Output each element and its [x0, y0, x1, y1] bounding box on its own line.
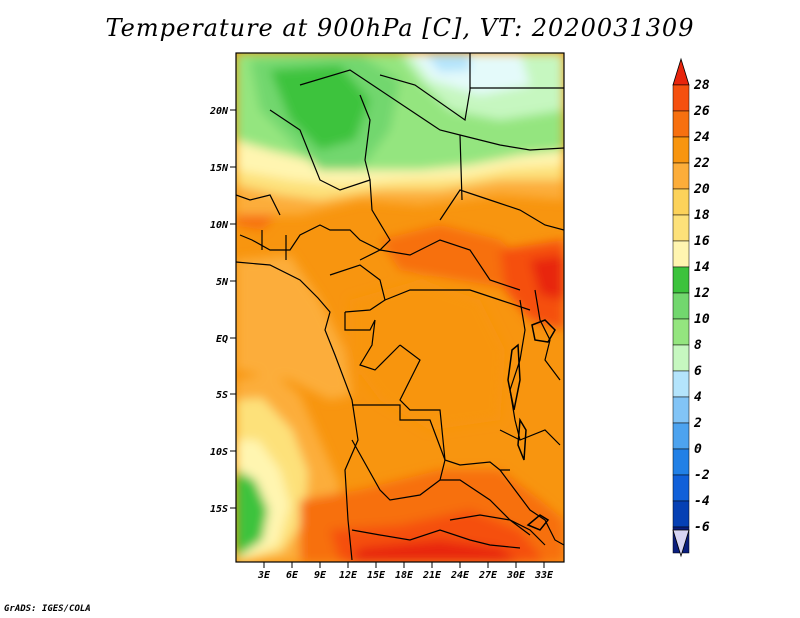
colorbar-label: 18: [694, 208, 710, 223]
colorbar-bin: [672, 370, 690, 398]
colorbar-bin: [672, 110, 690, 138]
colorbar-label: 14: [694, 260, 710, 275]
colorbar-bin: [672, 396, 690, 424]
colorbar-bin: [672, 214, 690, 242]
colorbar-bin: [672, 240, 690, 268]
temperature-field: [236, 53, 564, 562]
lon-tick-label: 18E: [395, 570, 414, 581]
lat-axis: 20N 15N 10N 5N EQ 5S 10S 15S: [209, 106, 236, 515]
lon-tick-label: 9E: [314, 570, 327, 581]
colorbar-bin: [672, 422, 690, 450]
lat-tick-label: 15N: [210, 163, 229, 174]
lat-tick-label: 10N: [210, 220, 229, 231]
lon-tick-label: 3E: [257, 570, 271, 581]
colorbar-label: 0: [694, 442, 702, 457]
colorbar-bin: [672, 136, 690, 164]
colorbar-label: 20: [693, 182, 710, 197]
colorbar-bin: [672, 162, 690, 190]
colorbar-label: 26: [693, 104, 710, 119]
lat-tick-label: 10S: [210, 447, 228, 458]
colorbar-label: 4: [694, 390, 702, 405]
lon-tick-label: 21E: [422, 570, 442, 581]
colorbar-bin: [672, 344, 690, 372]
grads-credit: GrADS: IGES/COLA: [4, 604, 91, 614]
lat-tick-label: 5N: [216, 277, 229, 288]
colorbar: 28 26 24 22 20 18 16 14 12 10 8 6 4 2 0 …: [672, 57, 710, 558]
lon-tick-label: 12E: [339, 570, 358, 581]
colorbar-label: 22: [693, 156, 710, 171]
colorbar-bin: [672, 318, 690, 346]
lat-tick-label: 5S: [216, 390, 228, 401]
colorbar-bin: [672, 292, 690, 320]
colorbar-label: 2: [693, 416, 702, 431]
colorbar-label: 8: [694, 338, 702, 353]
colorbar-label: 12: [694, 286, 710, 301]
lon-tick-label: 24E: [450, 570, 470, 581]
colorbar-bin: [672, 188, 690, 216]
colorbar-bin: [672, 84, 690, 112]
lakes: [507, 319, 556, 531]
colorbar-label: -2: [694, 468, 710, 483]
colorbar-label: 24: [693, 130, 710, 145]
colorbar-bin: [672, 500, 690, 528]
colorbar-label: -4: [694, 494, 710, 509]
lat-tick-label: 20N: [209, 106, 229, 117]
colorbar-label: 28: [693, 78, 710, 93]
lon-tick-label: 30E: [506, 570, 526, 581]
lat-tick-label: 15S: [210, 504, 228, 515]
lon-tick-label: 33E: [534, 570, 554, 581]
colorbar-label: -6: [694, 520, 710, 535]
lat-tick-label: EQ: [216, 334, 228, 345]
plot-frame: [235, 52, 565, 563]
lon-tick-label: 15E: [367, 570, 386, 581]
colorbar-bin: [672, 266, 690, 294]
colorbar-top-arrow: [672, 57, 690, 86]
lon-tick-label: 6E: [286, 570, 299, 581]
colorbar-label: 16: [694, 234, 710, 249]
lon-tick-label: 27E: [478, 570, 498, 581]
colorbar-label: 6: [694, 364, 702, 379]
colorbar-label: 10: [694, 312, 710, 327]
colorbar-bin: [672, 448, 690, 476]
colorbar-bin: [672, 474, 690, 502]
colorbar-bottom-arrow: [672, 529, 690, 558]
map-title: Temperature at 900hPa [C], VT: 202003130…: [105, 14, 695, 42]
lon-axis: 3E 6E 9E 12E 15E 18E 21E 24E 27E 30E 33E: [257, 562, 554, 581]
